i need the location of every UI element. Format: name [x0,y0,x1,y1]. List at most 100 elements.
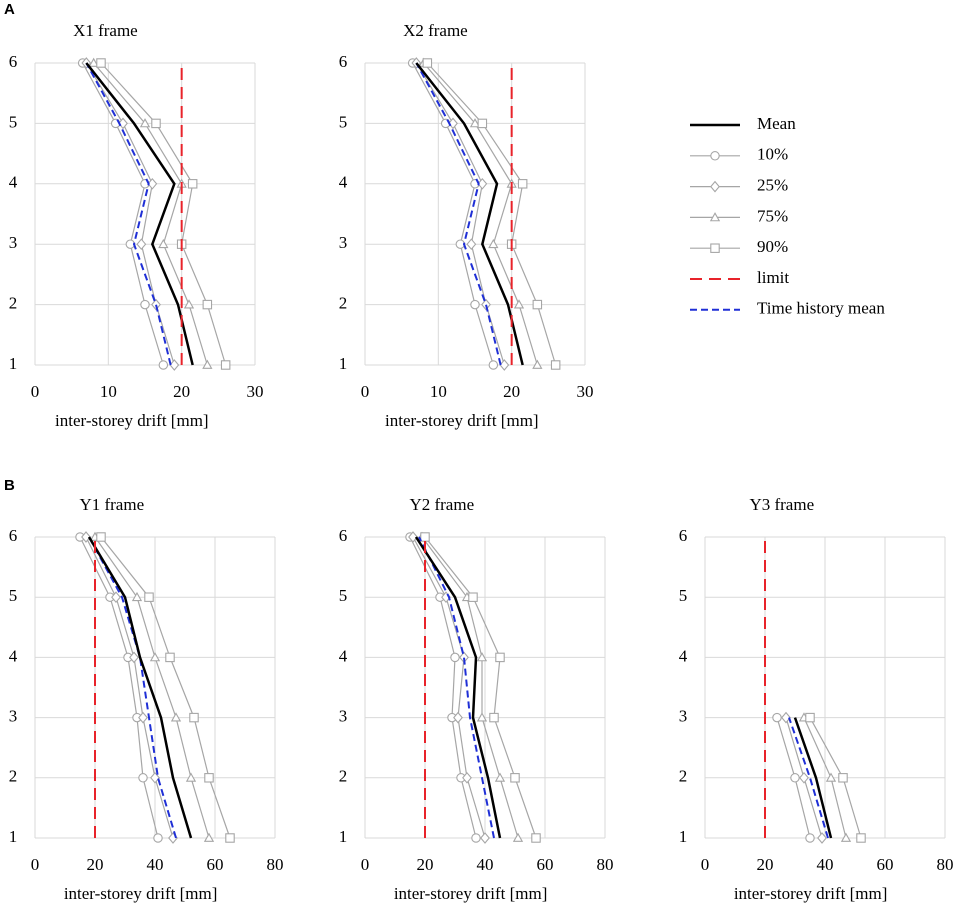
x-axis-label: inter-storey drift [mm] [734,884,888,903]
x-tick-label: 10 [430,382,447,401]
marker [489,712,499,723]
y-tick-label: 6 [339,526,348,545]
marker [840,832,852,842]
marker [799,771,809,784]
x-tick-label: 60 [877,855,894,874]
x-tick-label: 30 [577,382,594,401]
series-line [788,717,829,839]
x-axis-label: inter-storey drift [mm] [385,411,539,430]
x-tick-label: 20 [503,382,520,401]
marker [512,832,524,842]
marker [805,833,815,843]
legend-label: 25% [757,176,788,195]
y-tick-label: 2 [9,767,18,786]
y-tick-label: 6 [679,526,688,545]
y-tick-label: 1 [339,354,348,373]
y-tick-label: 6 [339,52,348,71]
x-tick-label: 80 [597,855,614,874]
y-tick-label: 1 [9,827,18,846]
y-tick-label: 4 [9,173,18,192]
series-line [412,536,486,839]
marker [476,652,488,662]
x-axis-label: inter-storey drift [mm] [64,884,218,903]
panel-label: B [4,477,15,494]
series-line [415,62,505,366]
marker [466,238,477,251]
marker [96,58,106,68]
marker [499,359,510,371]
marker [151,298,161,311]
series-line [418,536,495,839]
x-tick-label: 0 [31,855,40,874]
y-tick-label: 1 [9,354,18,373]
marker [532,359,543,369]
marker [510,773,520,783]
marker [169,359,180,371]
x-tick-label: 60 [207,855,224,874]
marker [129,651,139,664]
marker [709,212,721,222]
marker [532,299,543,310]
series-line [85,62,194,366]
y-tick-label: 2 [679,767,688,786]
marker [408,531,418,543]
marker [202,359,213,369]
marker [495,652,505,663]
marker [480,832,490,844]
x-tick-label: 20 [87,855,104,874]
series-line [100,62,227,366]
x-tick-label: 80 [267,855,284,874]
marker [185,772,197,782]
marker [710,180,720,193]
series-line [412,62,494,366]
marker [462,771,472,784]
x-tick-label: 30 [247,382,264,401]
marker [111,591,121,604]
series-line [426,62,557,366]
marker [513,299,525,309]
marker [468,592,478,602]
y-tick-label: 5 [339,112,348,131]
marker [183,299,195,309]
y-tick-label: 4 [339,173,348,192]
marker [136,238,147,251]
y-tick-label: 4 [679,646,688,665]
y-tick-label: 3 [9,707,18,726]
marker [150,771,160,784]
series-line [93,62,208,366]
marker [151,118,161,129]
marker [471,833,481,843]
y-tick-label: 5 [339,586,348,605]
marker [170,712,182,722]
x-axis-label: inter-storey drift [mm] [55,411,209,430]
x-tick-label: 80 [937,855,954,874]
x-tick-label: 40 [477,855,494,874]
marker [202,299,213,310]
series-line [409,536,477,839]
marker [220,360,231,370]
marker [477,118,488,129]
series-line [87,536,193,839]
y-tick-label: 5 [9,112,18,131]
x-axis-label: inter-storey drift [mm] [394,884,548,903]
y-tick-label: 1 [679,827,688,846]
marker [131,591,143,602]
x-tick-label: 40 [147,855,164,874]
marker [453,711,463,724]
y-tick-label: 3 [9,233,18,252]
marker [790,773,800,783]
y-tick-label: 3 [679,707,688,726]
marker [710,151,720,161]
series-line [424,536,537,839]
marker [772,712,782,723]
marker [118,117,128,130]
marker [710,243,720,253]
marker [189,712,199,723]
marker [531,833,541,843]
x-tick-label: 0 [701,855,710,874]
series-line [415,62,502,366]
x-tick-label: 20 [757,855,774,874]
marker [481,298,491,311]
y-tick-label: 5 [9,586,18,605]
